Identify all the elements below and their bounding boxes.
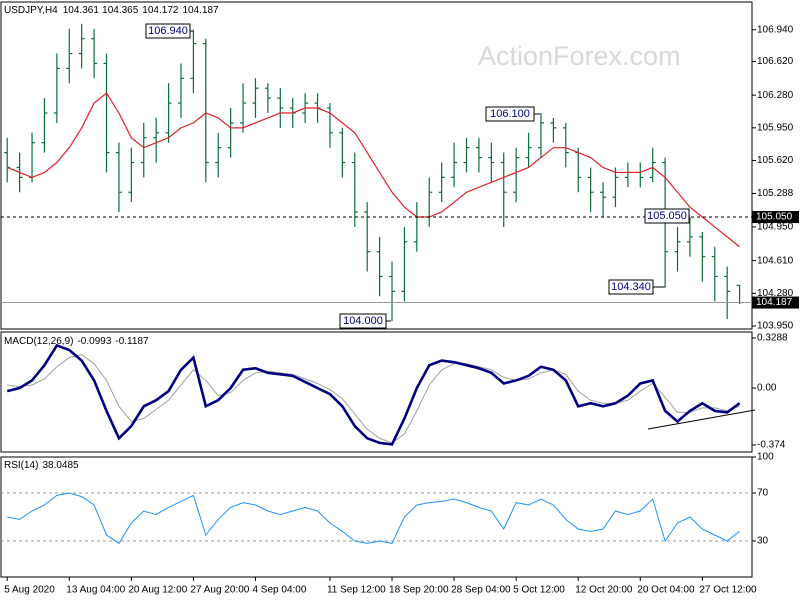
- x-tick-label: 20 Aug 12:00: [128, 585, 187, 596]
- watermark: ActionForex.com: [478, 41, 681, 71]
- symbol: USDJPY,H4: [4, 5, 58, 16]
- macd-header: MACD(12,26,9) -0.0993 -0.1187: [4, 336, 149, 347]
- rsi-title: RSI(14): [4, 460, 38, 471]
- annotation-box: [145, 23, 191, 39]
- x-tick-label: 20 Oct 04:00: [637, 585, 695, 596]
- moving-average: [6, 92, 740, 248]
- y-tick-label: 0.00: [757, 383, 777, 394]
- price-header: USDJPY,H4 104.361 104.365 104.172 104.187: [4, 5, 219, 16]
- y-tick-label: 106.280: [757, 90, 794, 101]
- x-tick-label: 4 Sep 04:00: [252, 585, 306, 596]
- y-tick-label: -0.374: [757, 440, 786, 451]
- annotation-label: 105.050: [647, 210, 687, 222]
- x-tick-label: 13 Aug 04:00: [66, 585, 125, 596]
- annotation-box: [339, 313, 387, 329]
- annotation-box: [485, 106, 535, 122]
- last-price-label: 104.187: [756, 297, 793, 308]
- x-tick-label: 27 Oct 12:00: [699, 585, 757, 596]
- panel-frame: [0, 456, 753, 578]
- x-tick-label: 12 Oct 20:00: [575, 585, 633, 596]
- annotation-label: 106.940: [148, 25, 188, 37]
- annotation-label: 104.340: [611, 281, 651, 293]
- y-tick-label: 105.288: [757, 188, 794, 199]
- macd-signal-value: -0.1187: [115, 336, 149, 347]
- header-open: 104.361: [63, 5, 100, 16]
- y-tick-label: 0.3288: [757, 333, 788, 344]
- x-tick-label: 27 Aug 20:00: [190, 585, 249, 596]
- annotation-label: 106.100: [490, 108, 530, 120]
- y-tick-label: 104.950: [757, 222, 794, 233]
- y-tick-label: 70: [757, 488, 769, 499]
- y-tick-label: 100: [757, 452, 774, 463]
- y-tick-label: 105.950: [757, 122, 794, 133]
- series-line: [7, 492, 740, 545]
- annotation-box: [608, 279, 654, 295]
- rsi-header: RSI(14) 38.0485: [4, 460, 79, 471]
- level-box: [752, 211, 799, 224]
- y-tick-label: 103.950: [757, 321, 794, 332]
- macd-main-value: -0.0993: [77, 336, 111, 347]
- level-label: 105.050: [756, 212, 793, 223]
- series-line: [6, 343, 741, 446]
- x-tick-label: 5 Oct 12:00: [513, 585, 565, 596]
- header-close: 104.187: [182, 5, 219, 16]
- panel-frame: [0, 1, 753, 330]
- header-low: 104.172: [142, 5, 179, 16]
- x-tick-label: 18 Sep 20:00: [389, 585, 449, 596]
- y-tick-label: 105.620: [757, 155, 794, 166]
- y-tick-label: 30: [757, 536, 769, 547]
- x-tick-label: 5 Aug 2020: [4, 585, 55, 596]
- y-tick-label: 106.620: [757, 56, 794, 67]
- panel-frame: [0, 331, 753, 453]
- macd-title: MACD(12,26,9): [4, 336, 73, 347]
- header-high: 104.365: [102, 5, 139, 16]
- rsi-value: 38.0485: [42, 460, 79, 471]
- trend-line: [647, 409, 756, 430]
- x-tick-label: 28 Sep 04:00: [451, 585, 511, 596]
- y-tick-label: 106.940: [757, 24, 794, 35]
- annotation-box: [644, 208, 690, 224]
- annotation-label: 104.000: [343, 315, 383, 327]
- x-tick-label: 11 Sep 12:00: [327, 585, 386, 596]
- y-tick-label: 104.610: [757, 255, 794, 266]
- last-price-box: [752, 296, 799, 309]
- y-tick-label: 104.280: [757, 288, 794, 299]
